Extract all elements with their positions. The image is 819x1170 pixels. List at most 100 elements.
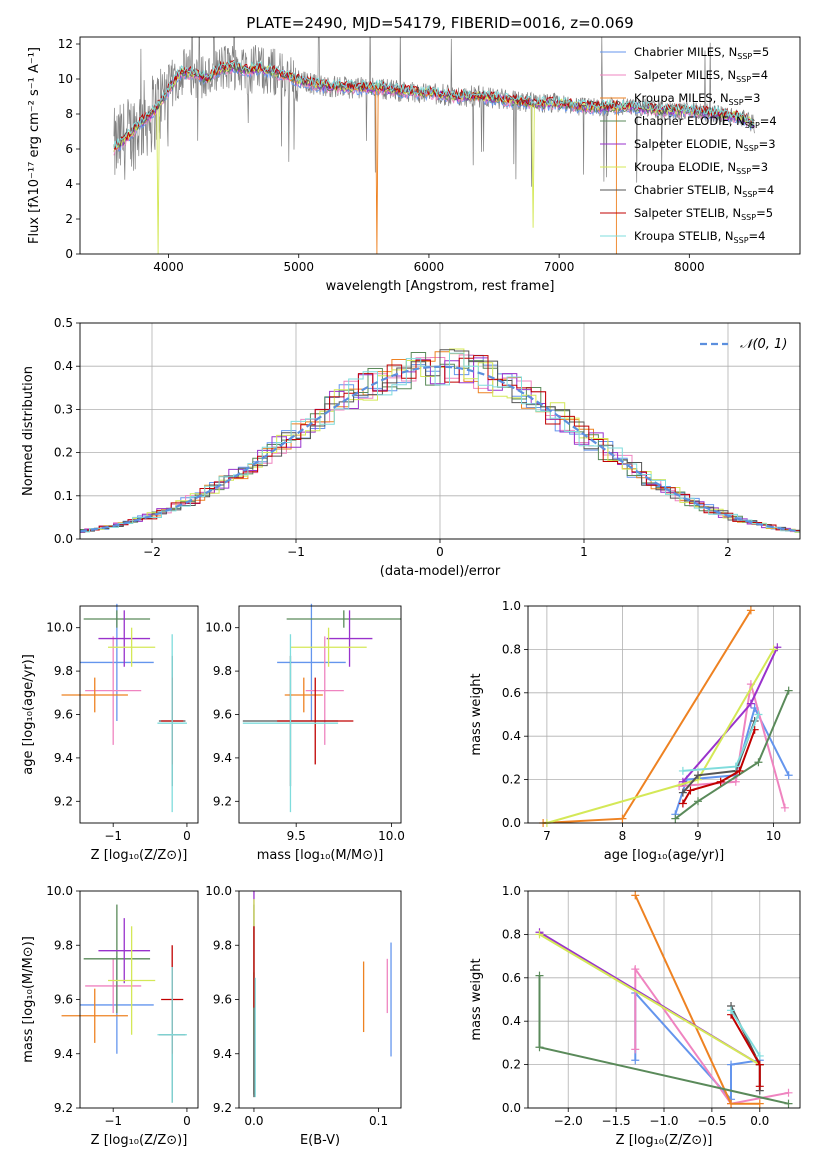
- age-vs-Z-panel: −1 0 9.2 9.4 9.6 9.8 10.0 Z [log₁₀(Z/Z⊙)] age [l…: [21, 603, 199, 863]
- legend-label: Salpeter ELODIE, NSSP=3: [634, 137, 776, 153]
- model-spectrum-line: [113, 62, 755, 254]
- x-tick-label: −1: [104, 829, 122, 843]
- legend-label: 𝒩(0, 1): [740, 337, 787, 352]
- weight-marker: [631, 965, 640, 974]
- x-axis-label: (data-model)/error: [380, 564, 501, 579]
- legend-label: Kroupa STELIB, NSSP=4: [634, 229, 765, 245]
- x-tick-label: 0: [436, 545, 444, 559]
- weight-marker: [618, 814, 627, 823]
- y-tick-label: 0.4: [502, 729, 521, 743]
- residual-panel: −2 −1 0 1 2 0.0 0.1 0.2 0.3 0.4 0.5 (data-model)/er…: [21, 316, 801, 579]
- x-tick-label: 7000: [544, 260, 575, 274]
- x-tick-label: −1: [287, 545, 305, 559]
- weight-marker: [535, 971, 544, 980]
- x-tick-label: 0.0: [244, 1114, 263, 1128]
- y-tick-label: 10.0: [46, 884, 73, 898]
- weight-marker: [631, 1056, 640, 1065]
- weight-marker: [686, 786, 695, 795]
- y-tick-label: 9.2: [54, 1101, 73, 1115]
- weight-marker: [731, 777, 740, 786]
- y-tick-label: 0.3: [54, 402, 73, 416]
- y-tick-label: 0.8: [502, 642, 521, 656]
- legend-label: Chabrier STELIB, NSSP=4: [634, 183, 774, 199]
- y-tick-label: 9.4: [213, 751, 232, 765]
- weight-marker: [773, 643, 782, 652]
- x-tick-label: 2: [724, 545, 732, 559]
- x-tick-label: 10.0: [378, 829, 405, 843]
- legend-label: Salpeter MILES, NSSP=4: [634, 68, 768, 84]
- weight-line: [679, 683, 786, 809]
- y-tick-label: 0.4: [502, 1014, 521, 1028]
- y-tick-label: 4: [65, 177, 73, 191]
- x-axis-label: Z [log₁₀(Z/Z⊙)]: [91, 848, 188, 863]
- axes-frame: [527, 605, 801, 824]
- axes-frame: [79, 605, 199, 824]
- y-tick-label: 0.5: [54, 316, 73, 330]
- weight-marker: [784, 1099, 793, 1108]
- axes-frame: [527, 890, 801, 1109]
- weight-marker: [769, 645, 778, 654]
- y-tick-label: 1.0: [502, 884, 521, 898]
- weight-line: [682, 714, 760, 772]
- weight-marker: [716, 777, 725, 786]
- y-tick-label: 10.0: [46, 621, 73, 635]
- x-tick-label: 0: [183, 1114, 191, 1128]
- normal-reference-curve: [79, 365, 801, 533]
- model-spectrum-line: [113, 59, 755, 149]
- y-tick-label: 9.2: [54, 794, 73, 808]
- weight-marker: [727, 1099, 736, 1108]
- y-tick-label: 9.4: [54, 1047, 73, 1061]
- y-tick-label: 10: [58, 72, 73, 86]
- y-tick-label: 8: [65, 107, 73, 121]
- weight-line: [730, 1009, 761, 1057]
- x-tick-label: −2.0: [554, 1114, 583, 1128]
- axes-frame: [238, 605, 402, 824]
- y-axis-label: Normed distribution: [21, 366, 36, 496]
- y-axis-label: mass weight: [469, 958, 484, 1040]
- y-tick-label: 0.0: [54, 532, 73, 546]
- weight-marker: [754, 710, 763, 719]
- mass-vs-Z-panel: −1 0 9.2 9.4 9.6 9.8 10.0 Z [log₁₀(Z/Z⊙)] mass […: [21, 884, 199, 1148]
- x-tick-label: 9: [694, 829, 702, 843]
- y-axis-label: mass [log₁₀(M/M⊙)]: [21, 936, 36, 1063]
- weight-marker: [678, 799, 687, 808]
- weight-vs-age-panel: 7 8 9 10 0.0 0.2 0.4 0.6 0.8 1.0 age [log₁₀(age/yr…: [469, 599, 801, 863]
- weight-marker: [746, 606, 755, 615]
- x-tick-label: −1.5: [602, 1114, 631, 1128]
- x-tick-label: −1: [104, 1114, 122, 1128]
- weight-line: [543, 609, 752, 824]
- x-tick-label: 6000: [414, 260, 445, 274]
- axes-frame: [238, 890, 402, 1109]
- y-tick-label: 0.4: [54, 359, 73, 373]
- x-axis-label: Z [log₁₀(Z/Z⊙)]: [616, 1133, 713, 1148]
- weight-marker: [746, 699, 755, 708]
- weight-marker: [731, 762, 740, 771]
- residual-histogram: [80, 349, 800, 533]
- legend-label: Kroupa MILES, NSSP=3: [634, 91, 760, 107]
- y-axis-label: Flux [fλ10⁻¹⁷ erg cm⁻² s⁻¹ A⁻¹]: [27, 47, 42, 244]
- x-tick-label: 10: [766, 829, 781, 843]
- legend-label: Salpeter STELIB, NSSP=5: [634, 206, 773, 222]
- y-tick-label: 9.2: [213, 1101, 232, 1115]
- weight-marker: [694, 771, 702, 780]
- x-tick-label: 0.1: [369, 1114, 388, 1128]
- y-tick-label: 0.1: [54, 489, 73, 503]
- weight-marker: [671, 814, 680, 823]
- weight-marker: [754, 758, 763, 767]
- x-tick-label: 9.5: [287, 829, 306, 843]
- y-tick-label: 9.8: [54, 664, 73, 678]
- weight-marker: [535, 930, 544, 939]
- weight-marker: [780, 803, 789, 812]
- y-tick-label: 0.2: [502, 1058, 521, 1072]
- weight-vs-Z-panel: −2.0 −1.5 −1.0 −0.5 0.0 0.0 0.2 0.4 0.6 0.8 1.0 Z […: [469, 884, 801, 1148]
- weight-marker: [694, 797, 702, 806]
- weight-marker: [735, 766, 744, 775]
- axes-frame: [79, 322, 801, 540]
- y-tick-label: 10.0: [205, 884, 232, 898]
- x-tick-label: 1: [580, 545, 588, 559]
- residual-histogram: [80, 355, 800, 533]
- weight-marker: [755, 1060, 764, 1069]
- y-tick-label: 9.4: [213, 1047, 232, 1061]
- weight-marker: [784, 771, 793, 780]
- y-tick-label: 0.0: [502, 816, 521, 830]
